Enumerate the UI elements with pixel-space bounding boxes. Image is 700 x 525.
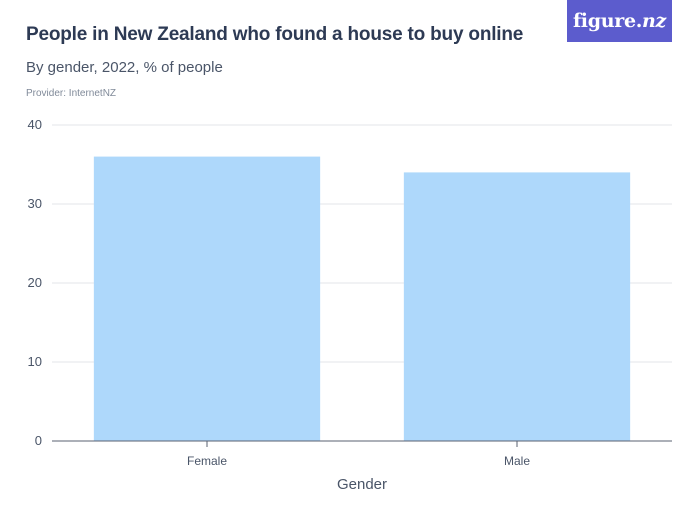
- figure-nz-logo[interactable]: figure. nz: [567, 0, 672, 42]
- x-tick-label-female: Female: [187, 454, 227, 468]
- y-tick-label-10: 10: [28, 354, 42, 369]
- chart-title: People in New Zealand who found a house …: [26, 24, 524, 45]
- x-axis-title: Gender: [337, 476, 387, 493]
- y-tick-label-30: 30: [28, 196, 42, 211]
- axes: [52, 440, 672, 447]
- y-tick-label-20: 20: [28, 275, 42, 290]
- y-tick-label-0: 0: [35, 433, 42, 448]
- bar-male[interactable]: [403, 172, 631, 441]
- bar-female[interactable]: [93, 156, 321, 441]
- x-tick-label-male: Male: [504, 454, 530, 468]
- logo-text: figure.: [572, 10, 643, 32]
- bars: [93, 156, 631, 441]
- y-tick-label-40: 40: [28, 117, 42, 132]
- chart-subtitle: By gender, 2022, % of people: [26, 59, 223, 76]
- labels: 0 10 20 30 40 Female Male: [28, 117, 531, 468]
- logo-suffix: nz: [642, 10, 667, 32]
- provider-note: Provider: InternetNZ: [26, 88, 117, 99]
